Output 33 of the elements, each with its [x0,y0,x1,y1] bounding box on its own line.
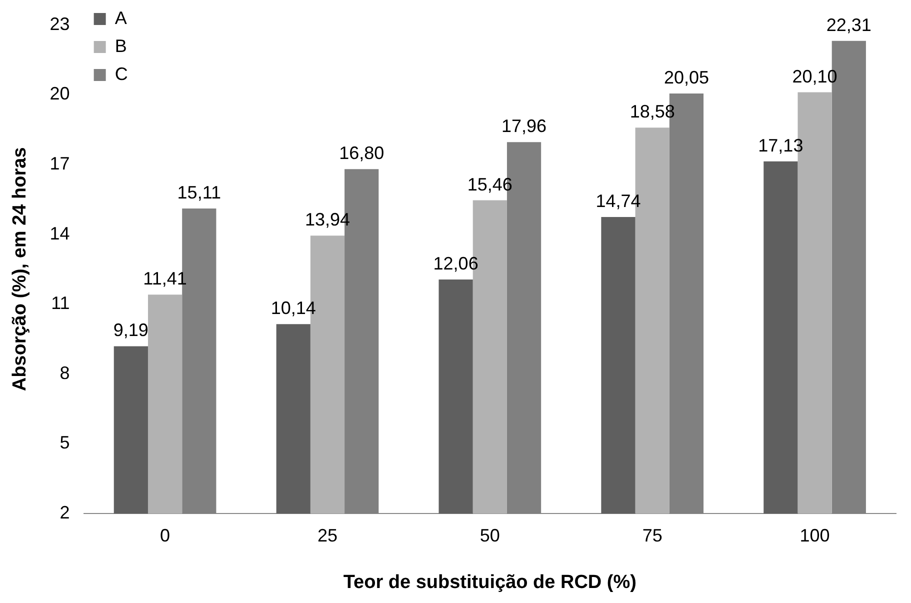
legend-label: A [114,8,127,28]
y-tick-label: 11 [51,293,70,314]
y-tick-label: 14 [50,223,70,244]
data-label: 20,10 [792,66,838,86]
data-label: 20,05 [664,67,709,88]
x-tick-label: 75 [642,525,662,546]
y-tick-label: 17 [50,153,70,174]
y-axis-title: Absorção (%), em 24 horas [10,147,31,392]
legend-label: C [114,64,128,84]
data-label: 22,31 [826,14,872,35]
data-label: 10,14 [270,298,316,318]
data-label: 17,13 [758,135,804,156]
data-label: 15,46 [467,174,512,194]
data-label: 12,06 [433,253,478,274]
x-tick-label: 0 [160,525,170,546]
data-label: 18,58 [630,102,675,122]
y-tick-label: 5 [60,432,70,453]
data-label: 14,74 [596,191,641,212]
x-tick-label: 100 [800,525,830,546]
y-tick-label: 23 [50,14,70,34]
y-tick-label: 2 [60,502,70,523]
x-axis-title: Teor de substituição de RCD (%) [343,572,636,593]
data-label: 16,80 [339,143,384,164]
legend-label: B [114,36,127,56]
data-label: 9,19 [113,320,148,340]
data-label: 11,41 [143,268,187,289]
data-label: 13,94 [304,210,350,230]
y-tick-label: 20 [50,84,70,104]
data-label: 15,11 [177,182,222,202]
x-tick-label: 50 [480,525,500,546]
y-tick-label: 8 [60,362,70,383]
data-label: 17,96 [502,116,547,136]
x-tick-label: 25 [317,525,338,546]
